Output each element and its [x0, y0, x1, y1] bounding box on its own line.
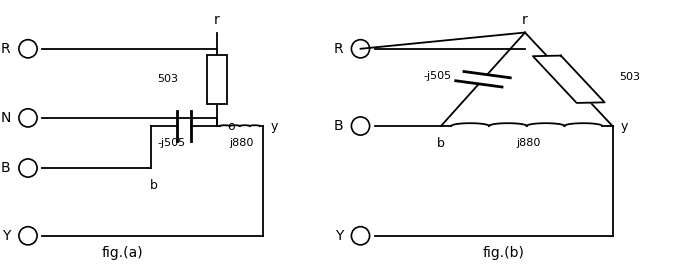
- Text: B: B: [1, 161, 10, 175]
- Text: fig.(b): fig.(b): [483, 246, 525, 260]
- Text: y: y: [621, 120, 629, 133]
- Bar: [207, 55, 227, 104]
- Text: R: R: [1, 42, 10, 56]
- Text: Y: Y: [2, 229, 10, 243]
- Text: o: o: [228, 120, 235, 133]
- Text: r: r: [522, 13, 528, 27]
- Text: -j505: -j505: [424, 71, 452, 81]
- Text: b: b: [437, 137, 445, 150]
- Text: Y: Y: [335, 229, 343, 243]
- Text: -j505: -j505: [158, 138, 186, 148]
- Text: r: r: [214, 13, 220, 27]
- Text: R: R: [333, 42, 343, 56]
- Text: N: N: [0, 111, 10, 125]
- Text: 503: 503: [158, 74, 178, 83]
- Text: B: B: [333, 119, 343, 133]
- Text: fig.(a): fig.(a): [102, 246, 144, 260]
- Text: b: b: [150, 179, 158, 192]
- Text: 503: 503: [620, 72, 640, 82]
- Polygon shape: [533, 56, 605, 103]
- Text: j880: j880: [230, 138, 253, 148]
- Text: y: y: [271, 120, 279, 133]
- Text: j880: j880: [517, 138, 540, 148]
